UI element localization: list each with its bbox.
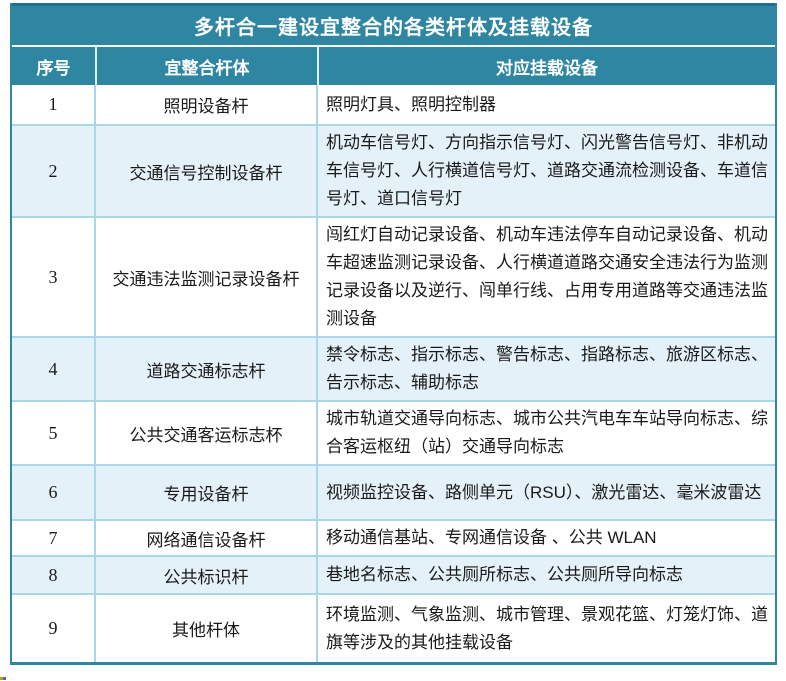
- mounted-devices: 闯红灯自动记录设备、机动车违法停车自动记录设备、机动车超速监测记录设备、人行横道…: [316, 216, 775, 338]
- table-body: 1 照明设备杆 照明灯具、照明控制器 2 交通信号控制设备杆 机动车信号灯、方向…: [12, 85, 775, 662]
- pole-name: 其他杆体: [94, 593, 318, 662]
- table-title-bar: 多杆合一建设宜整合的各类杆体及挂载设备: [12, 3, 775, 45]
- table-header-row: 序号 宜整合杆体 对应挂载设备: [12, 47, 775, 85]
- integration-table: 多杆合一建设宜整合的各类杆体及挂载设备 序号 宜整合杆体 对应挂载设备 1 照明…: [10, 3, 777, 665]
- table-title: 多杆合一建设宜整合的各类杆体及挂载设备: [194, 17, 593, 39]
- table-row: 1 照明设备杆 照明灯具、照明控制器: [12, 85, 775, 126]
- pole-name: 交通违法监测记录设备杆: [94, 216, 318, 338]
- mounted-devices: 巷地名标志、公共厕所标志、公共厕所导向标志: [316, 555, 775, 595]
- pole-name: 公共交通客运标志杯: [94, 400, 318, 466]
- pole-name: 照明设备杆: [94, 85, 318, 126]
- table-row: 4 道路交通标志杆 禁令标志、指示标志、警告标志、指路标志、旅游区标志、告示标志…: [12, 336, 775, 402]
- mounted-devices: 视频监控设备、路侧单元（RSU）、激光雷达、毫米波雷达: [316, 464, 775, 521]
- header-cell-pole: 宜整合杆体: [95, 47, 317, 85]
- pole-name: 公共标识杆: [94, 555, 318, 595]
- table-row: 6 专用设备杆 视频监控设备、路侧单元（RSU）、激光雷达、毫米波雷达: [12, 464, 775, 521]
- mounted-devices: 照明灯具、照明控制器: [316, 85, 775, 126]
- row-number: 1: [12, 85, 96, 126]
- mounted-devices: 禁令标志、指示标志、警告标志、指路标志、旅游区标志、告示标志、辅助标志: [316, 336, 775, 402]
- row-number: 9: [12, 593, 96, 662]
- table-row: 8 公共标识杆 巷地名标志、公共厕所标志、公共厕所导向标志: [12, 555, 775, 595]
- header-cell-devices: 对应挂载设备: [317, 47, 775, 85]
- corner-artifact: [0, 677, 6, 680]
- table-row: 9 其他杆体 环境监测、气象监测、城市管理、景观花篮、灯笼灯饰、道旗等涉及的其他…: [12, 593, 775, 662]
- table-row: 3 交通违法监测记录设备杆 闯红灯自动记录设备、机动车违法停车自动记录设备、机动…: [12, 216, 775, 338]
- header-cell-index: 序号: [36, 58, 71, 78]
- row-number: 2: [12, 124, 96, 218]
- row-number: 6: [12, 464, 96, 521]
- table-row: 5 公共交通客运标志杯 城市轨道交通导向标志、城市公共汽电车车站导向标志、综合客…: [12, 400, 775, 466]
- row-number: 4: [12, 336, 96, 402]
- pole-name: 道路交通标志杆: [94, 336, 318, 402]
- mounted-devices: 移动通信基站、专网通信设备 、公共 WLAN: [316, 519, 775, 557]
- pole-name: 网络通信设备杆: [94, 519, 318, 557]
- mounted-devices: 机动车信号灯、方向指示信号灯、闪光警告信号灯、非机动车信号灯、人行横道信号灯、道…: [316, 124, 775, 218]
- row-number: 7: [12, 519, 96, 557]
- table-row: 2 交通信号控制设备杆 机动车信号灯、方向指示信号灯、闪光警告信号灯、非机动车信…: [12, 124, 775, 218]
- mounted-devices: 城市轨道交通导向标志、城市公共汽电车车站导向标志、综合客运枢纽（站）交通导向标志: [316, 400, 775, 466]
- title-header-divider: [12, 45, 775, 47]
- row-number: 5: [12, 400, 96, 466]
- pole-name: 专用设备杆: [94, 464, 318, 521]
- row-number: 3: [12, 216, 96, 338]
- pole-name: 交通信号控制设备杆: [94, 124, 318, 218]
- table-row: 7 网络通信设备杆 移动通信基站、专网通信设备 、公共 WLAN: [12, 519, 775, 557]
- mounted-devices: 环境监测、气象监测、城市管理、景观花篮、灯笼灯饰、道旗等涉及的其他挂载设备: [316, 593, 775, 662]
- row-number: 8: [12, 555, 96, 595]
